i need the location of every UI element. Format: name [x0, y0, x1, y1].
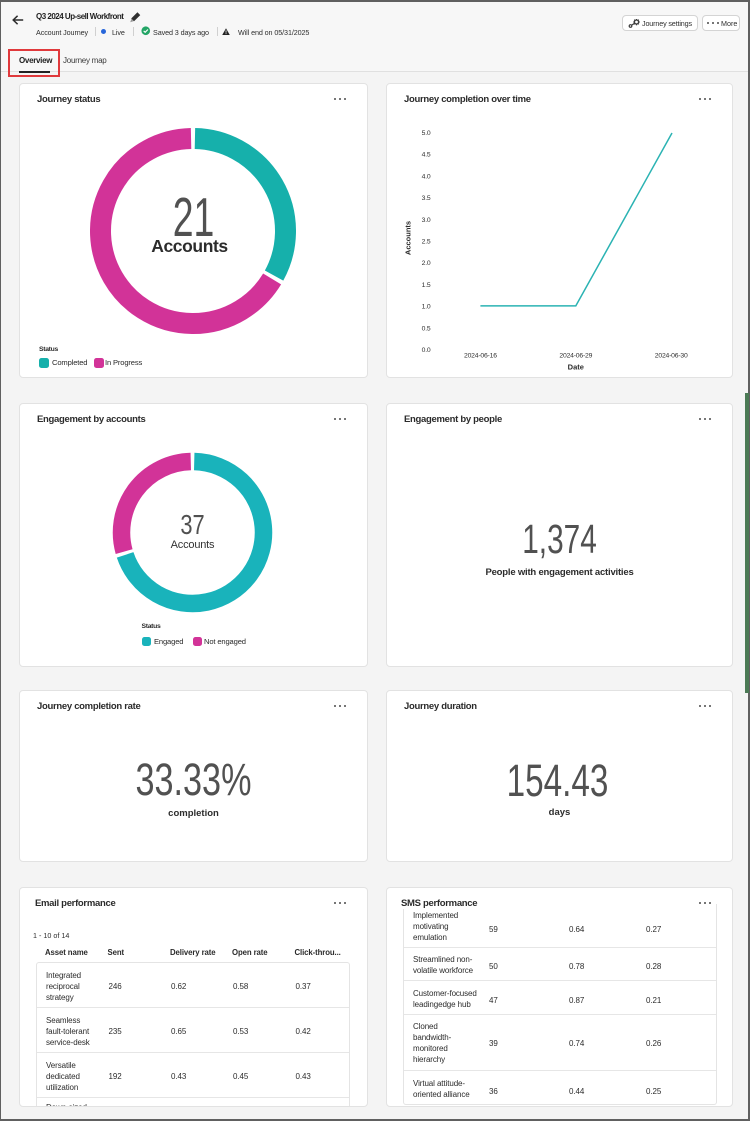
svg-text:Date: Date: [568, 363, 584, 372]
svg-text:0.5: 0.5: [422, 325, 431, 332]
svg-text:1.0: 1.0: [422, 304, 431, 311]
svg-text:4.0: 4.0: [422, 173, 431, 180]
svg-text:4.5: 4.5: [422, 152, 431, 159]
svg-text:Accounts: Accounts: [404, 221, 413, 255]
svg-text:2024-06-29: 2024-06-29: [559, 353, 592, 360]
svg-text:5.0: 5.0: [422, 130, 431, 137]
svg-text:0.0: 0.0: [422, 347, 431, 354]
svg-text:2.0: 2.0: [422, 260, 431, 267]
svg-text:2024-06-30: 2024-06-30: [655, 353, 688, 360]
svg-text:3.5: 3.5: [422, 195, 431, 202]
svg-text:2.5: 2.5: [422, 239, 431, 246]
svg-text:2024-06-16: 2024-06-16: [464, 353, 497, 360]
svg-text:3.0: 3.0: [422, 217, 431, 224]
svg-text:1.5: 1.5: [422, 282, 431, 289]
